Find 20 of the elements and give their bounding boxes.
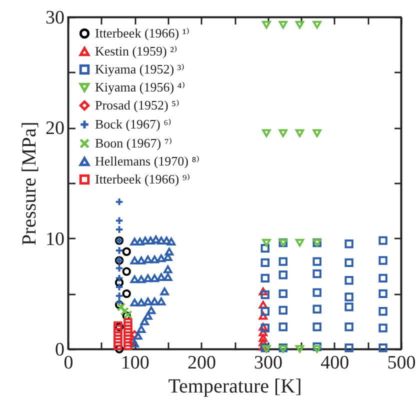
x-tick-label: 100 — [120, 352, 150, 374]
legend-label: Boon (1967) ⁷⁾ — [95, 136, 172, 150]
y-tick-label: 0 — [55, 340, 64, 360]
legend-label: Kestin (1959) ²⁾ — [95, 44, 178, 58]
y-tick-label: 20 — [46, 118, 64, 140]
x-tick-label: 500 — [387, 352, 416, 374]
x-axis-title: Temperature [K] — [168, 376, 302, 398]
legend-label: Itterbeek (1966) ⁹⁾ — [95, 172, 190, 186]
legend-label: Bock (1967) ⁶⁾ — [95, 116, 172, 132]
y-tick-label: 10 — [46, 228, 64, 250]
x-tick-label: 400 — [320, 352, 350, 374]
legend-label: Hellemans (1970) ⁸⁾ — [95, 154, 200, 168]
y-axis-title: Pressure [MPa] — [18, 122, 40, 246]
legend-label: Kiyama (1956) ⁴⁾ — [95, 80, 186, 94]
y-tick-label: 30 — [46, 8, 64, 28]
legend-label: Prosad (1952) ⁵⁾ — [95, 98, 180, 112]
legend-label: Itterbeek (1966) ¹⁾ — [95, 26, 190, 40]
x-tick-label: 200 — [187, 352, 216, 374]
legend-label: Kiyama (1952) ³⁾ — [95, 62, 184, 76]
x-tick-label: 300 — [254, 352, 283, 374]
